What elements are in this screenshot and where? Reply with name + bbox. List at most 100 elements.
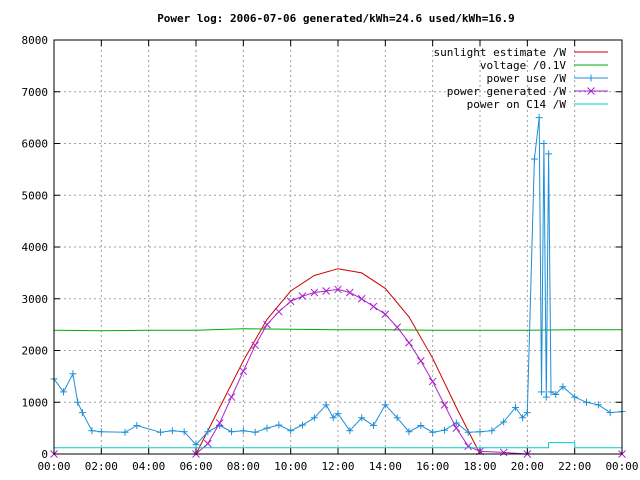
data-point <box>571 393 579 401</box>
data-point <box>381 310 390 319</box>
data-point <box>228 428 235 436</box>
y-tick-label: 3000 <box>22 293 49 306</box>
x-tick-label: 16:00 <box>416 460 449 473</box>
x-tick-label: 22:00 <box>558 460 591 473</box>
series-layer <box>50 114 626 458</box>
marker-stroke <box>416 356 425 365</box>
data-point <box>168 427 176 435</box>
marker-stroke <box>239 367 248 376</box>
data-point <box>251 428 259 436</box>
legend-swatch <box>574 74 608 82</box>
data-point <box>346 427 354 435</box>
series-line <box>53 328 622 332</box>
y-axis-ticks: 0 1000 2000 3000 4000 5000 6000 7000 8000 <box>22 34 622 461</box>
data-point <box>263 320 271 329</box>
x-tick-label: 04:00 <box>132 460 165 473</box>
data-point <box>583 398 590 406</box>
data-point <box>121 428 129 436</box>
data-point <box>523 409 531 417</box>
y-tick-label: 0 <box>41 448 48 461</box>
marker-stroke <box>452 424 461 432</box>
y-tick-label: 7000 <box>22 86 49 99</box>
data-point <box>464 442 473 451</box>
data-point <box>286 297 295 306</box>
chart-title: Power log: 2006-07-06 generated/kWh=24.6… <box>157 12 515 25</box>
marker-stroke <box>227 393 236 401</box>
data-point <box>499 448 508 457</box>
series-line <box>195 268 481 455</box>
marker-stroke <box>357 294 366 303</box>
legend-label: power use /W <box>487 72 567 85</box>
x-tick-label: 00:00 <box>37 460 70 473</box>
legend-label: power on C14 /W <box>467 98 567 111</box>
data-point <box>370 422 377 430</box>
x-tick-label: 18:00 <box>463 460 496 473</box>
series-line <box>54 442 622 449</box>
data-point <box>192 441 200 449</box>
data-point <box>275 421 283 429</box>
marker-stroke <box>322 287 331 295</box>
data-point <box>78 409 86 417</box>
x-tick-label: 12:00 <box>321 460 354 473</box>
grid-lines <box>54 40 622 454</box>
data-point <box>88 427 96 435</box>
data-point <box>203 439 212 448</box>
marker-stroke <box>499 448 508 457</box>
marker-stroke <box>298 292 307 301</box>
data-point <box>298 292 307 301</box>
marker-stroke <box>587 87 595 95</box>
data-point <box>428 377 437 386</box>
marker-stroke <box>440 400 449 409</box>
data-point <box>133 422 141 430</box>
x-axis-ticks: 00:00 02:00 04:00 06:00 08:00 10:00 12:00 14:00… <box>37 40 639 473</box>
data-point <box>74 398 82 406</box>
data-point <box>417 422 425 430</box>
marker-stroke <box>381 310 390 319</box>
data-point <box>310 288 319 297</box>
data-point <box>559 383 567 391</box>
data-point <box>310 414 318 422</box>
legend-label: power generated /W <box>447 85 567 98</box>
data-point <box>369 302 378 311</box>
data-point <box>334 285 342 294</box>
marker-stroke <box>464 442 473 451</box>
data-point <box>393 323 402 332</box>
data-point <box>416 356 425 365</box>
marker-stroke <box>405 338 413 347</box>
data-point <box>357 294 366 303</box>
plot-frame <box>53 39 623 455</box>
marker-stroke <box>393 323 402 332</box>
data-point <box>476 428 484 436</box>
data-point <box>542 393 550 401</box>
y-tick-label: 1000 <box>22 396 49 409</box>
data-point <box>157 428 164 436</box>
data-point <box>59 388 67 396</box>
data-point <box>540 140 548 147</box>
data-point <box>239 367 248 376</box>
data-point <box>381 401 389 409</box>
y-tick-label: 5000 <box>22 189 49 202</box>
data-point <box>204 428 212 436</box>
marker-stroke <box>215 419 224 427</box>
data-point <box>552 390 560 398</box>
data-point <box>180 428 188 436</box>
x-tick-label: 08:00 <box>227 460 260 473</box>
legend-swatch <box>574 87 608 95</box>
marker-stroke <box>251 341 260 350</box>
data-point <box>97 428 105 436</box>
legend-marker <box>587 87 595 95</box>
data-point <box>274 307 283 316</box>
data-point <box>530 155 538 163</box>
data-point <box>606 409 614 417</box>
marker-stroke <box>263 320 271 329</box>
data-point <box>441 426 448 434</box>
y-tick-label: 6000 <box>22 138 49 151</box>
x-tick-label: 00:00 <box>605 460 638 473</box>
data-point <box>429 428 437 436</box>
marker-stroke <box>345 288 354 297</box>
data-point <box>464 428 472 436</box>
data-point <box>345 288 354 297</box>
data-point <box>239 427 247 435</box>
x-tick-label: 20:00 <box>511 460 544 473</box>
